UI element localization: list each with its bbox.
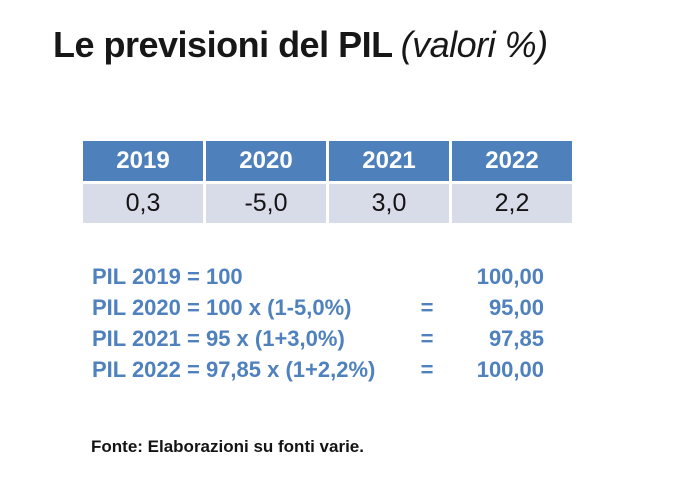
table-header-2021: 2021 — [329, 141, 449, 181]
calc-value: 97,85 — [488, 325, 544, 351]
page-title: Le previsioni del PIL (valori %) — [53, 24, 548, 66]
calc-equals: = — [420, 356, 434, 382]
page-title-main: Le previsioni del PIL — [53, 24, 393, 65]
source-note: Fonte: Elaborazioni su fonti varie. — [91, 437, 364, 456]
table-header-2020: 2020 — [206, 141, 326, 181]
calc-row-2019: PIL 2019 = 100 100,00 — [92, 261, 544, 292]
calc-expression: PIL 2020 = 100 x (1-5,0%) — [92, 294, 352, 320]
calc-expression: PIL 2021 = 95 x (1+3,0%) — [92, 325, 345, 351]
calc-value: 100,00 — [476, 356, 544, 382]
calc-row-2020: PIL 2020 = 100 x (1-5,0%) = 95,00 — [92, 292, 544, 323]
calc-expression: PIL 2019 = 100 — [92, 263, 243, 289]
calc-value: 95,00 — [488, 294, 544, 320]
table-header-2019: 2019 — [83, 141, 203, 181]
page-title-subtitle: (valori %) — [400, 24, 549, 65]
table-header-2022: 2022 — [452, 141, 572, 181]
calc-equals: = — [420, 325, 434, 351]
table-value-2019: 0,3 — [83, 184, 203, 223]
gdp-forecast-table: 2019 2020 2021 2022 0,3 -5,0 3,0 2,2 — [83, 141, 572, 223]
pil-calculations-block: PIL 2019 = 100 100,00 PIL 2020 = 100 x (… — [92, 261, 544, 385]
calc-row-2021: PIL 2021 = 95 x (1+3,0%) = 97,85 — [92, 323, 544, 354]
table-value-2020: -5,0 — [206, 184, 326, 223]
table-value-2021: 3,0 — [329, 184, 449, 223]
calc-equals: = — [420, 294, 434, 320]
calc-expression: PIL 2022 = 97,85 x (1+2,2%) — [92, 356, 376, 382]
calc-row-2022: PIL 2022 = 97,85 x (1+2,2%) = 100,00 — [92, 354, 544, 385]
table-value-2022: 2,2 — [452, 184, 572, 223]
calc-value: 100,00 — [476, 263, 544, 289]
